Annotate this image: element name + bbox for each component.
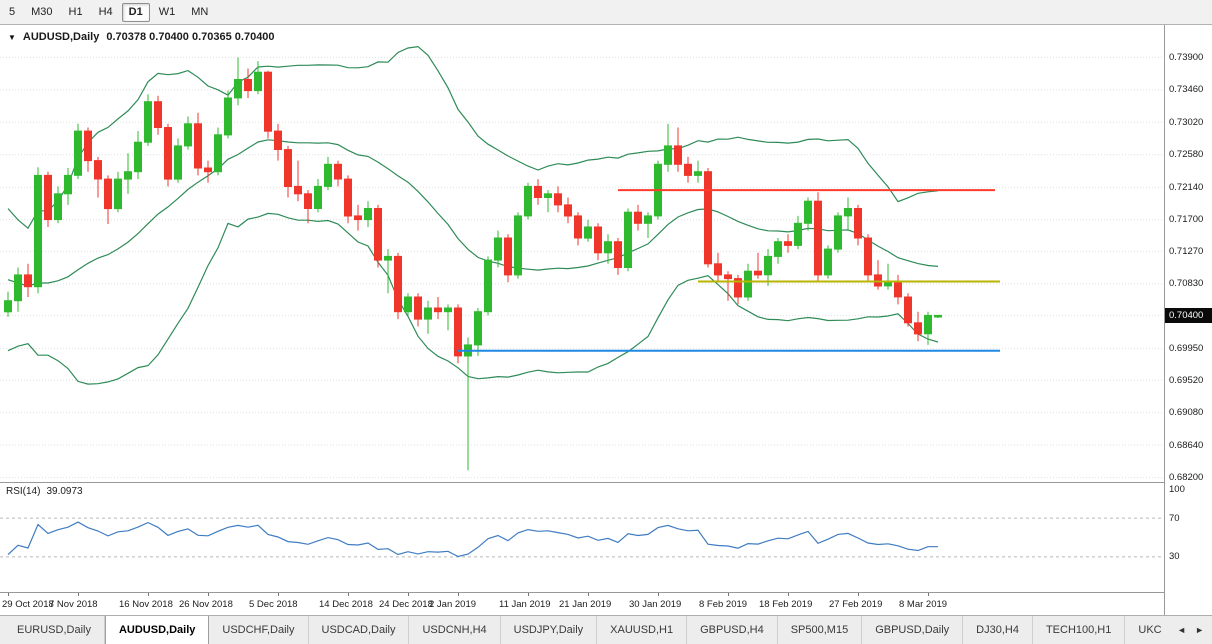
timeframe-button-H1[interactable]: H1 (68, 5, 83, 18)
timeframe-button-MN[interactable]: MN (191, 5, 209, 18)
price-axis-label: 0.69520 (1169, 374, 1204, 386)
time-axis-label: 18 Feb 2019 (759, 599, 813, 610)
time-axis-label: 24 Dec 2018 (379, 599, 433, 610)
timeframe-toolbar: 5 M30 H1 H4 D1 W1 MN (0, 0, 1212, 25)
bollinger-lower-band (7, 212, 939, 385)
time-axis-tick (8, 593, 9, 596)
rsi-indicator-label: RSI(14) (6, 486, 41, 497)
timeframe-button-W1[interactable]: W1 (158, 5, 176, 18)
chart-tab-GBPUSD-Daily[interactable]: GBPUSD,Daily (862, 616, 964, 644)
time-axis-tick (528, 593, 529, 596)
time-axis-label: 27 Feb 2019 (829, 599, 883, 610)
time-axis-tick (278, 593, 279, 596)
time-axis-label: 16 Nov 2018 (119, 599, 173, 610)
time-axis-label: 2 Jan 2019 (429, 599, 477, 610)
time-axis-tick (728, 593, 729, 596)
chart-tab-XAUUSD-H1[interactable]: XAUUSD,H1 (597, 616, 688, 644)
candlestick-chart[interactable] (0, 25, 1164, 482)
price-axis-label: 0.71270 (1169, 245, 1204, 257)
chart-tab-SP500-M15[interactable]: SP500,M15 (778, 616, 863, 644)
candles[interactable] (4, 57, 942, 471)
time-axis[interactable]: 29 Oct 2018 7 Nov 2018 16 Nov 2018 26 Nov 2… (0, 592, 1164, 615)
chart-tab-DJ30-H4[interactable]: DJ30,H4 (963, 616, 1033, 644)
chart-tab-USDJPY-Daily[interactable]: USDJPY,Daily (501, 616, 598, 644)
bollinger-upper-band (7, 45, 939, 230)
price-axis[interactable]: 0.73900 0.73460 0.73020 0.72580 0.72140 0.717… (1164, 25, 1212, 615)
time-axis-tick (78, 593, 79, 596)
rsi-axis-label: 70 (1169, 512, 1180, 524)
time-axis-label: 30 Jan 2019 (629, 599, 682, 610)
chart-tab-AUDUSD-Daily[interactable]: AUDUSD,Daily (104, 616, 210, 644)
chart-region: ▼ AUDUSD,Daily 0.70378 0.70400 0.70365 0… (0, 25, 1212, 615)
time-axis-label: 14 Dec 2018 (319, 599, 373, 610)
chart-tab-UKC[interactable]: UKC (1125, 616, 1169, 644)
price-axis-label: 0.71700 (1169, 214, 1204, 226)
time-axis-label: 29 Oct 2018 (2, 599, 54, 610)
chart-tab-EURUSD-Daily[interactable]: EURUSD,Daily (4, 616, 105, 644)
chart-tab-TECH100-H1[interactable]: TECH100,H1 (1033, 616, 1126, 644)
chart-tab-USDCAD-Daily[interactable]: USDCAD,Daily (309, 616, 410, 644)
symbol-marker-icon: ▼ (8, 32, 16, 42)
time-axis-label: 5 Dec 2018 (249, 599, 298, 610)
rsi-chart[interactable] (0, 483, 1164, 592)
timeframe-button-D1[interactable]: D1 (121, 2, 150, 22)
chart-tab-USDCNH-H4[interactable]: USDCNH,H4 (409, 616, 501, 644)
rsi-title: RSI(14) 39.0973 (6, 486, 83, 497)
price-pane[interactable]: ▼ AUDUSD,Daily 0.70378 0.70400 0.70365 0… (0, 25, 1164, 482)
time-axis-tick (788, 593, 789, 596)
time-axis-tick (408, 593, 409, 596)
time-axis-label: 11 Jan 2019 (499, 599, 551, 610)
chart-symbol-label: AUDUSD,Daily (22, 31, 100, 43)
price-axis-label: 0.70830 (1169, 278, 1204, 290)
rsi-pane[interactable]: RSI(14) 39.0973 (0, 482, 1164, 592)
price-axis-label: 0.72140 (1169, 181, 1204, 193)
rsi-canvas[interactable] (0, 483, 1164, 592)
time-axis-label: 8 Feb 2019 (699, 599, 748, 610)
price-axis-label: 0.73900 (1169, 51, 1204, 63)
rsi-line (7, 521, 938, 558)
tabs-navigation: ◄ ► (1169, 616, 1212, 644)
chart-title: ▼ AUDUSD,Daily 0.70378 0.70400 0.70365 0… (8, 31, 275, 43)
rsi-axis-label: 30 (1169, 551, 1180, 563)
time-axis-label: 8 Mar 2019 (899, 599, 948, 610)
timeframe-button-H4[interactable]: H4 (98, 5, 113, 18)
time-axis-tick (148, 593, 149, 596)
rsi-axis-label: 100 (1169, 483, 1185, 495)
price-axis-label: 0.69080 (1169, 407, 1204, 419)
current-price-badge: 0.70400 (1165, 308, 1212, 324)
price-axis-label: 0.68640 (1169, 439, 1204, 451)
chart-tab-USDCHF-Daily[interactable]: USDCHF,Daily (209, 616, 309, 644)
time-axis-label: 26 Nov 2018 (179, 599, 233, 610)
rsi-indicator-value: 39.0973 (46, 486, 83, 497)
price-axis-label: 0.73020 (1169, 116, 1204, 128)
time-axis-tick (928, 593, 929, 596)
time-axis-tick (348, 593, 349, 596)
price-chart-canvas[interactable] (0, 25, 1164, 482)
chart-tab-GBPUSD-H4[interactable]: GBPUSD,H4 (687, 616, 778, 644)
time-axis-tick (588, 593, 589, 596)
time-axis-tick (658, 593, 659, 596)
chart-tabs-bar: EURUSD,Daily AUDUSD,Daily USDCHF,Daily USDC… (0, 615, 1212, 644)
chart-tabs: EURUSD,Daily AUDUSD,Daily USDCHF,Daily USDC… (0, 616, 1169, 644)
bollinger-middle-band (7, 139, 939, 287)
ohlc-values: 0.70378 0.70400 0.70365 0.70400 (106, 31, 275, 43)
price-axis-label: 0.73460 (1169, 84, 1204, 96)
tabs-scroll-right-icon[interactable]: ► (1195, 625, 1204, 635)
tabs-scroll-left-icon[interactable]: ◄ (1177, 625, 1187, 635)
price-axis-label: 0.69950 (1169, 343, 1204, 355)
price-axis-label: 0.72580 (1169, 149, 1204, 161)
time-axis-tick (208, 593, 209, 596)
timeframe-button-M30[interactable]: M30 (31, 5, 53, 18)
time-axis-tick (858, 593, 859, 596)
time-axis-label: 21 Jan 2019 (559, 599, 612, 610)
timeframe-button-5[interactable]: 5 (9, 5, 16, 18)
price-axis-label: 0.68200 (1169, 472, 1204, 484)
time-axis-tick (458, 593, 459, 596)
time-axis-label: 7 Nov 2018 (49, 599, 98, 610)
plot-column: ▼ AUDUSD,Daily 0.70378 0.70400 0.70365 0… (0, 25, 1164, 615)
